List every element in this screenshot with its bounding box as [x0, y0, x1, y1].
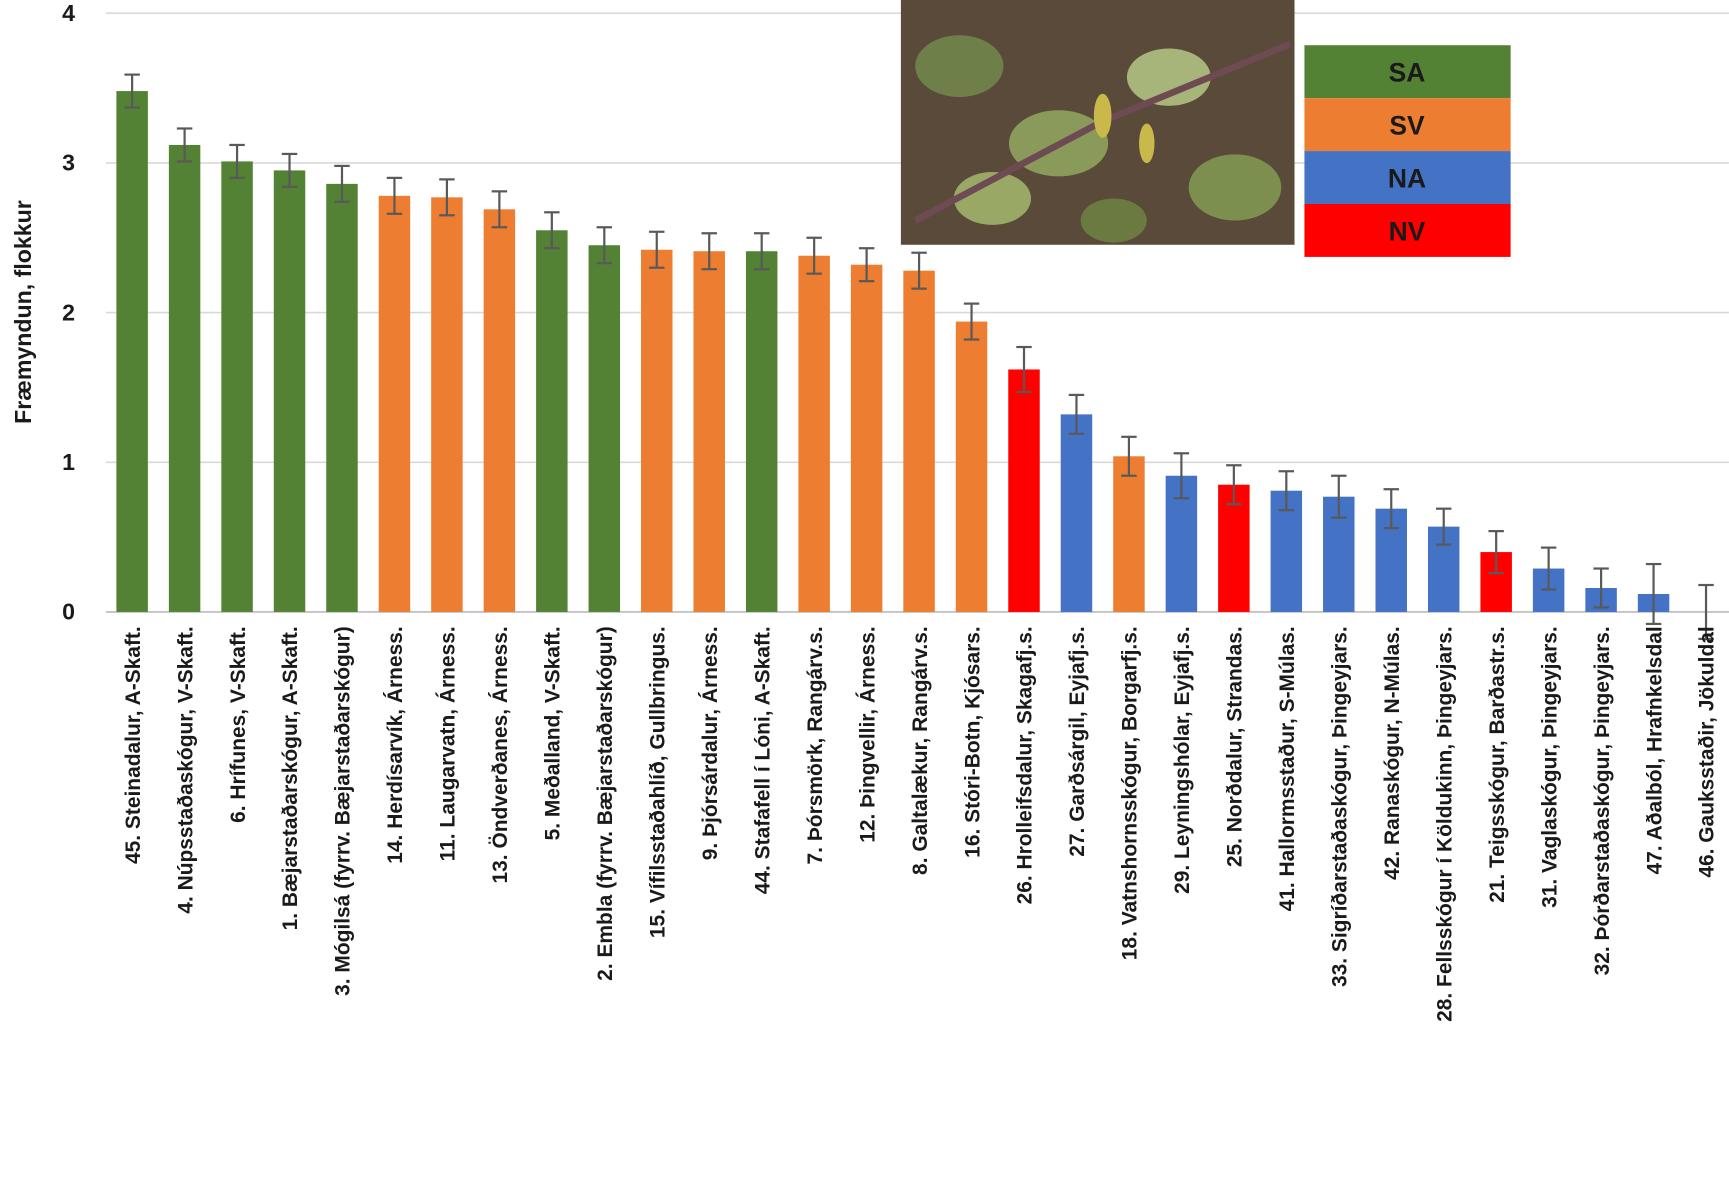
y-tick-label: 1: [62, 449, 75, 475]
y-tick-label: 2: [62, 299, 75, 325]
legend-swatch: [1304, 98, 1511, 152]
bar: [1218, 484, 1250, 612]
x-tick-label: 29. Leyningshólar, Eyjafj.s.: [1171, 626, 1194, 894]
x-tick-label: 41. Hallormsstaður, S-Múlas.: [1276, 626, 1299, 911]
bar: [168, 144, 201, 612]
photo: [900, 0, 1295, 245]
x-tick-label: 21. Teigsskógur, Barðastr.s.: [1486, 626, 1509, 903]
x-tick-label: 9. Þjórsárdalur, Árness.: [699, 626, 722, 860]
error-bar: [1016, 345, 1032, 394]
bar: [273, 170, 306, 612]
error-bar: [544, 211, 560, 250]
error-bar: [439, 178, 455, 217]
error-bar: [281, 152, 298, 188]
error-bar: [1488, 530, 1504, 575]
bar: [326, 183, 358, 612]
x-tick-label: 32. Þórðarstaðaskógur, Þingeyjars.: [1591, 626, 1614, 975]
x-tick-label: 5. Meðalland, V-Skaft.: [542, 626, 565, 840]
x-tick-label: 7. Þórsmörk, Rangárv.s.: [804, 626, 827, 864]
x-tick-label: 26. Hrolleifsdalur, Skagafj.s.: [1014, 626, 1037, 904]
x-tick-label: 25. Norðdalur, Strandas.: [1224, 626, 1247, 867]
x-tick-label: 27. Garðsárgil, Eyjafj.s.: [1066, 626, 1089, 856]
error-bar: [491, 190, 508, 229]
error-bar: [701, 232, 717, 271]
bar: [850, 264, 883, 612]
legend-swatch: [1304, 45, 1511, 99]
bar: [536, 230, 568, 612]
error-bar: [649, 230, 665, 269]
error-bar: [1226, 464, 1242, 506]
x-tick-label: 4. Núpsstaðaskógur, V-Skaft.: [174, 626, 197, 913]
error-bar: [753, 232, 770, 271]
bar: [1008, 369, 1040, 612]
error-bar: [858, 247, 875, 283]
y-tick-label: 0: [62, 599, 75, 625]
x-tick-label: 6. Hrífunes, V-Skaft.: [227, 626, 250, 823]
x-tick-label: 15. Vífilsstaðahlíð, Gullbringus.: [646, 626, 669, 938]
legend-label: SA: [1389, 58, 1426, 88]
x-tick-label: 11. Laugarvatn, Árness.: [437, 626, 460, 861]
error-bar: [596, 226, 613, 265]
x-tick-label: 2. Embla (fyrrv. Bæjarstaðarskógur): [594, 626, 617, 981]
x-tick-label: 16. Stóri-Botn, Kjósars.: [961, 626, 984, 858]
legend-label: NV: [1389, 216, 1426, 246]
error-bar: [1540, 546, 1557, 591]
legend-swatch: [1304, 203, 1511, 257]
bar: [745, 251, 778, 612]
y-tick-label: 4: [62, 0, 75, 26]
error-bar: [1645, 562, 1662, 626]
error-bar: [1435, 507, 1452, 546]
error-bar: [1698, 583, 1714, 640]
bar: [903, 270, 935, 612]
bar: [116, 91, 148, 612]
x-tick-label: 8. Galtalækur, Rangárv.s.: [909, 626, 932, 875]
x-tick-label: 1. Bæjarstaðarskógur, A-Skaft.: [279, 626, 302, 930]
error-bar: [1121, 435, 1137, 477]
error-bar: [911, 251, 927, 290]
x-tick-label: 47. Aðalból, Hrafnkelsdal: [1643, 626, 1666, 874]
error-bar: [1278, 470, 1295, 512]
bar: [798, 255, 830, 612]
bar: [693, 251, 725, 612]
x-tick-label: 18. Vatnshornsskógur, Borgarfj.s.: [1119, 626, 1142, 960]
error-bar: [334, 164, 350, 203]
y-tick-label: 3: [62, 150, 75, 176]
error-bar: [1068, 393, 1085, 435]
x-tick-label: 3. Mógilsá (fyrrv. Bæjarstaðarskógur): [332, 626, 355, 996]
x-tick-label: 45. Steinadalur, A-Skaft.: [122, 626, 145, 864]
bar: [1060, 414, 1093, 612]
error-bar: [176, 127, 193, 163]
x-tick-label: 31. Vaglaskógur, Þingeyjars.: [1538, 626, 1561, 908]
bar: [431, 197, 463, 612]
y-axis-label: Fræmyndun, flokkur: [10, 200, 36, 424]
bar: [955, 321, 988, 612]
error-bar: [806, 236, 822, 275]
x-tick-label: 14. Herdísarvík, Árness.: [384, 626, 407, 863]
error-bar: [1383, 488, 1399, 530]
x-tick-label: 42. Ranaskógur, N-Múlas.: [1381, 626, 1404, 880]
bar: [641, 249, 673, 612]
bar: [588, 245, 621, 612]
bar: [221, 161, 253, 612]
legend-label: NA: [1388, 163, 1426, 193]
legend-swatch: [1304, 151, 1511, 204]
x-tick-label: 13. Öndverðanes, Árness.: [489, 626, 512, 883]
error-bar: [1173, 452, 1190, 500]
x-tick-label: 33. Sigríðarstaðaskógur, Þingeyjars.: [1329, 626, 1352, 987]
bar: [483, 209, 516, 612]
error-bar: [124, 73, 140, 109]
error-bar: [1331, 474, 1347, 519]
error-bar: [963, 302, 980, 341]
bar: [378, 195, 411, 612]
error-bar: [229, 143, 245, 179]
x-tick-label: 28. Fellsskógur í Köldukinn, Þingeyjars.: [1433, 626, 1456, 1022]
legend-label: SV: [1389, 111, 1425, 141]
error-bar: [1593, 567, 1609, 609]
x-tick-label: 44. Stafafell í Lóni, A-Skaft.: [751, 626, 774, 894]
x-tick-label: 12. Þingvellir, Árness.: [856, 626, 879, 842]
error-bar: [386, 176, 403, 215]
bar: [1113, 456, 1145, 612]
x-tick-label: 46. Gauksstaðir, Jökuldal: [1696, 626, 1719, 877]
